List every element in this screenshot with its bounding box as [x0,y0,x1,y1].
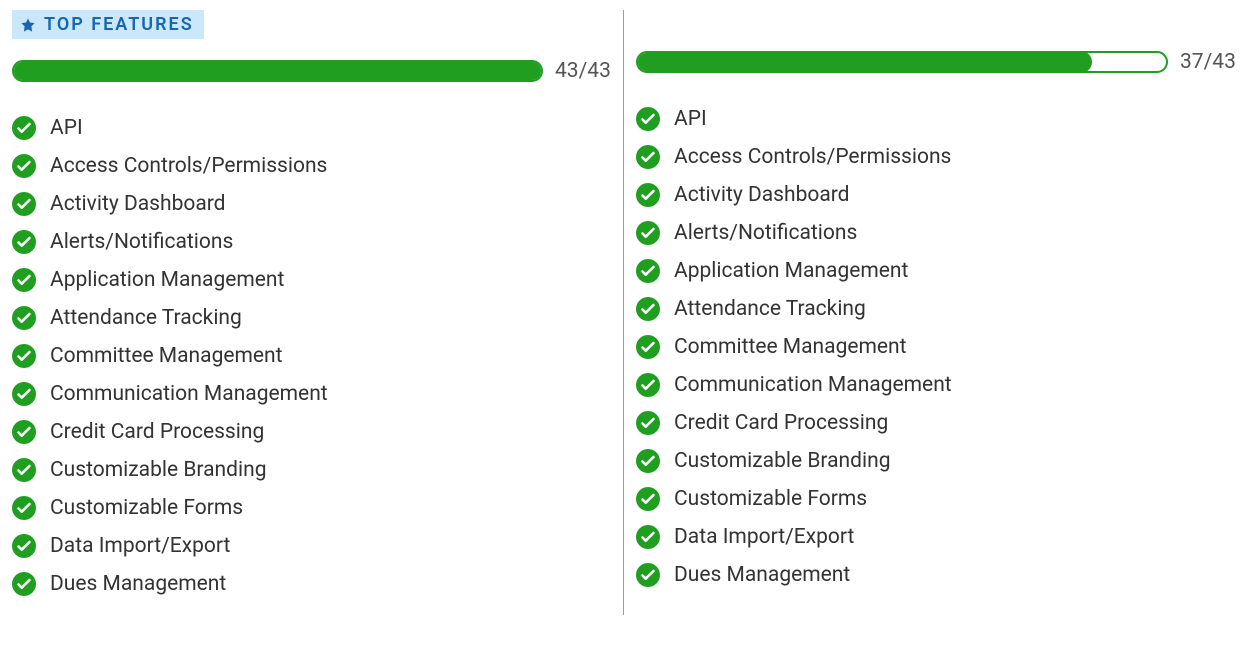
feature-item: Credit Card Processing [12,413,613,451]
feature-label: Data Import/Export [50,534,230,558]
feature-label: Attendance Tracking [50,306,242,330]
feature-item: Alerts/Notifications [636,214,1238,252]
feature-label: Application Management [674,259,908,283]
check-circle-icon [12,268,36,292]
check-circle-icon [12,382,36,406]
check-circle-icon [12,572,36,596]
check-circle-icon [12,154,36,178]
feature-item: Alerts/Notifications [12,223,613,261]
check-circle-icon [636,373,660,397]
check-circle-icon [12,192,36,216]
feature-item: Customizable Branding [12,451,613,489]
feature-item: Access Controls/Permissions [636,138,1238,176]
check-circle-icon [636,183,660,207]
feature-item: Credit Card Processing [636,404,1238,442]
feature-item: Dues Management [636,556,1238,594]
feature-item: Activity Dashboard [636,176,1238,214]
check-circle-icon [636,335,660,359]
feature-item: API [636,100,1238,138]
feature-label: Activity Dashboard [50,192,226,216]
feature-item: Committee Management [636,328,1238,366]
feature-list: API Access Controls/Permissions Activity D… [636,100,1238,594]
feature-label: Customizable Forms [674,487,867,511]
progress-bar [12,60,543,82]
comparison-column-1: 37/43 API Access Controls/Permissions Acti… [624,10,1248,615]
feature-item: Access Controls/Permissions [12,147,613,185]
check-circle-icon [12,420,36,444]
check-circle-icon [636,525,660,549]
feature-item: Activity Dashboard [12,185,613,223]
badge-spacer [636,10,1238,50]
feature-label: Committee Management [50,344,283,368]
feature-label: Access Controls/Permissions [50,154,327,178]
check-circle-icon [636,297,660,321]
feature-item: Application Management [12,261,613,299]
feature-comparison: TOP FEATURES 43/43 API Access Controls/Pe… [0,0,1248,615]
check-circle-icon [12,230,36,254]
feature-label: Committee Management [674,335,907,359]
progress-fill [12,60,541,82]
check-circle-icon [12,458,36,482]
star-icon [20,17,36,33]
feature-label: API [674,107,707,131]
feature-label: Customizable Branding [674,449,890,473]
feature-item: Application Management [636,252,1238,290]
feature-label: API [50,116,83,140]
feature-label: Activity Dashboard [674,183,850,207]
progress-label: 43/43 [555,59,613,83]
feature-label: Communication Management [674,373,952,397]
check-circle-icon [636,449,660,473]
feature-item: Customizable Forms [636,480,1238,518]
feature-label: Application Management [50,268,284,292]
check-circle-icon [636,411,660,435]
comparison-column-0: TOP FEATURES 43/43 API Access Controls/Pe… [0,10,624,615]
feature-item: Committee Management [12,337,613,375]
feature-item: API [12,109,613,147]
feature-item: Communication Management [12,375,613,413]
progress-fill [636,51,1092,73]
check-circle-icon [636,221,660,245]
check-circle-icon [12,344,36,368]
check-circle-icon [12,306,36,330]
check-circle-icon [636,107,660,131]
feature-label: Communication Management [50,382,328,406]
feature-label: Dues Management [50,572,226,596]
feature-item: Data Import/Export [12,527,613,565]
feature-label: Alerts/Notifications [50,230,233,254]
check-circle-icon [12,116,36,140]
check-circle-icon [12,534,36,558]
feature-label: Attendance Tracking [674,297,866,321]
top-features-badge: TOP FEATURES [12,10,204,39]
feature-label: Credit Card Processing [674,411,888,435]
check-circle-icon [12,496,36,520]
feature-item: Data Import/Export [636,518,1238,556]
progress-row: 37/43 [636,50,1238,74]
check-circle-icon [636,259,660,283]
check-circle-icon [636,145,660,169]
feature-label: Alerts/Notifications [674,221,857,245]
feature-label: Customizable Forms [50,496,243,520]
progress-row: 43/43 [12,59,613,83]
feature-item: Communication Management [636,366,1238,404]
feature-label: Customizable Branding [50,458,266,482]
feature-label: Dues Management [674,563,850,587]
top-features-badge-label: TOP FEATURES [44,14,194,35]
feature-item: Dues Management [12,565,613,603]
feature-label: Access Controls/Permissions [674,145,951,169]
check-circle-icon [636,563,660,587]
check-circle-icon [636,487,660,511]
progress-label: 37/43 [1180,50,1238,74]
feature-label: Data Import/Export [674,525,854,549]
feature-item: Attendance Tracking [12,299,613,337]
progress-bar [636,51,1168,73]
feature-item: Attendance Tracking [636,290,1238,328]
feature-item: Customizable Branding [636,442,1238,480]
feature-item: Customizable Forms [12,489,613,527]
feature-label: Credit Card Processing [50,420,264,444]
feature-list: API Access Controls/Permissions Activity D… [12,109,613,603]
